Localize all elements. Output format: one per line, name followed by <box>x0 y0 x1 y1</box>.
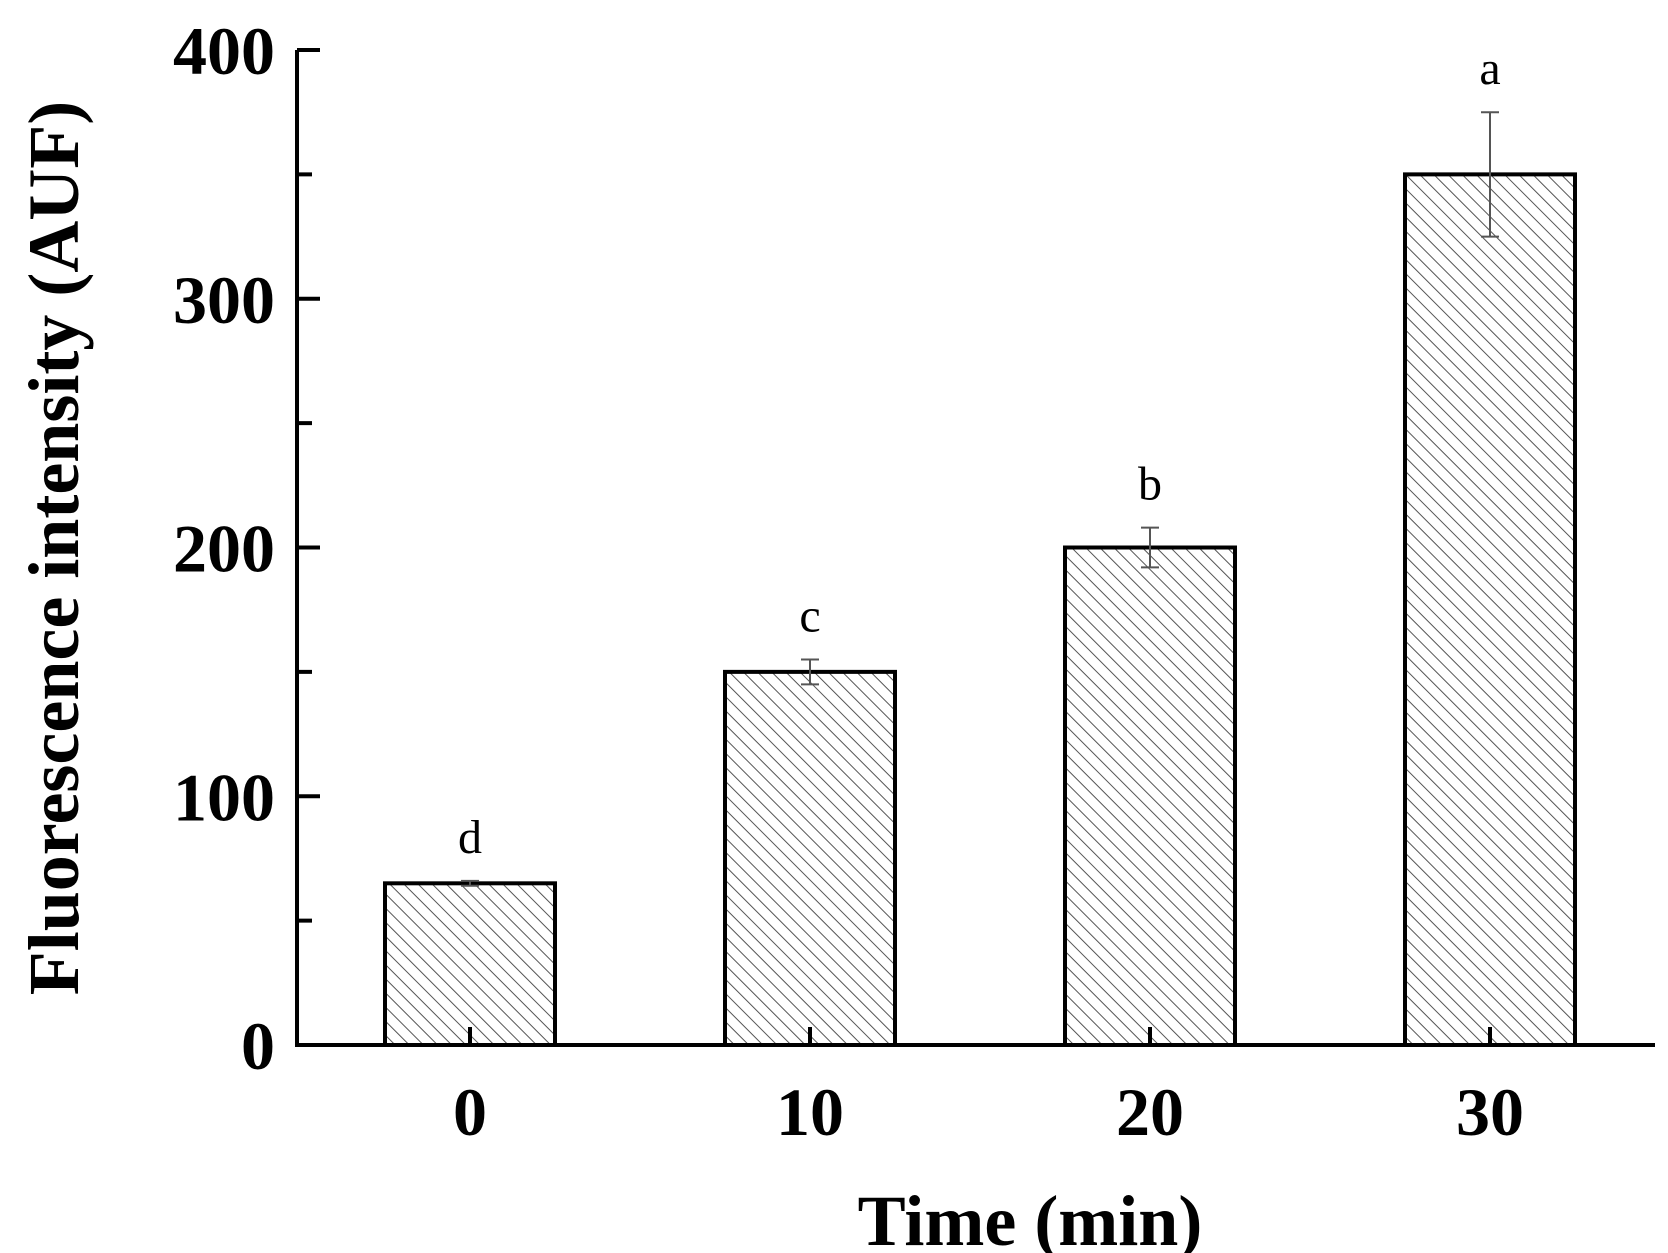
bar <box>1403 172 1577 1047</box>
significance-letters-layer: d c b a <box>458 42 1501 864</box>
significance-letter: c <box>799 589 820 642</box>
x-ticks-layer: 0 10 20 30 <box>453 1027 1524 1150</box>
x-tick-label: 0 <box>453 1074 487 1150</box>
significance-letter: d <box>458 811 482 864</box>
x-tick-label: 20 <box>1116 1074 1184 1150</box>
x-axis-title: Time (min) <box>858 1181 1203 1253</box>
error-bar <box>801 658 819 686</box>
x-tick-label: 30 <box>1456 1074 1524 1150</box>
error-bar <box>1481 111 1499 238</box>
y-tick-label: 400 <box>173 13 275 89</box>
y-tick-label: 200 <box>173 511 275 587</box>
y-tick-label: 0 <box>241 1008 275 1084</box>
y-axis-title: Fluorescence intensity (AUF) <box>14 101 94 995</box>
error-bar <box>461 879 479 887</box>
significance-letter: a <box>1479 42 1500 95</box>
bars-layer <box>383 172 1577 1047</box>
y-ticks-layer: 0 100 200 300 400 <box>173 13 320 1084</box>
y-tick-label: 300 <box>173 262 275 338</box>
bar <box>1063 545 1237 1047</box>
y-tick-label: 100 <box>173 759 275 835</box>
significance-letter: b <box>1138 458 1162 511</box>
bar <box>723 669 897 1047</box>
bar <box>383 881 557 1047</box>
error-bars-layer <box>461 111 1499 887</box>
x-tick-label: 10 <box>776 1074 844 1150</box>
error-bar <box>1141 526 1159 569</box>
